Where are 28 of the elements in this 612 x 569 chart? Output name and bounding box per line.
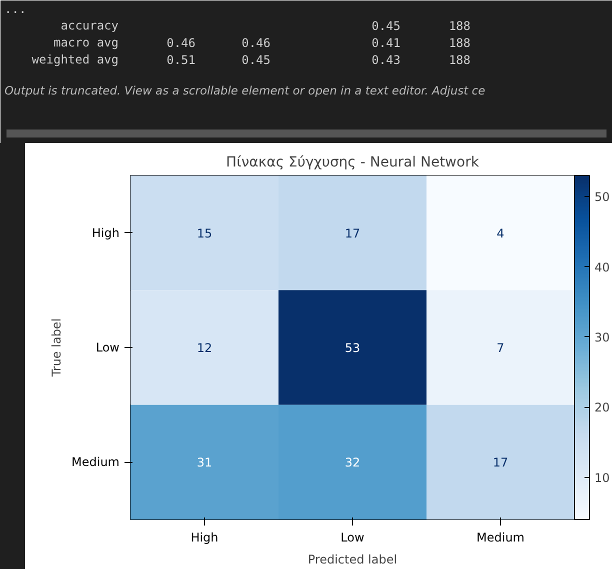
x-axis-title: Predicted label bbox=[308, 552, 398, 566]
data-label: 12 bbox=[196, 341, 212, 355]
color-bar-label: 10 bbox=[594, 470, 610, 485]
text: ... bbox=[4, 2, 26, 16]
data-label: 53 bbox=[344, 341, 360, 355]
text: weighted avg 0.51 0.45 0.43 188 bbox=[32, 52, 471, 67]
color-bar-label: 30 bbox=[594, 330, 610, 344]
y-tick-label: High bbox=[92, 226, 120, 240]
text: macro avg 0.46 0.46 0.41 188 bbox=[53, 36, 471, 50]
data-label: 31 bbox=[196, 456, 212, 470]
data-label: 17 bbox=[492, 456, 508, 470]
x-tick-label: Low bbox=[340, 530, 364, 544]
text: Output is truncated. View as a scrollable element or open in a text editor. Adjust ce bbox=[4, 84, 486, 98]
data-label: 17 bbox=[344, 226, 360, 240]
y-tick-label: Medium bbox=[72, 455, 120, 470]
color-bar-label: 20 bbox=[594, 400, 610, 415]
x-tick-label: High bbox=[190, 530, 218, 544]
y-tick-label: Low bbox=[96, 340, 120, 354]
y-axis-title: True label bbox=[50, 318, 64, 378]
text: accuracy 0.45 188 bbox=[60, 18, 471, 33]
data-label: 7 bbox=[496, 341, 504, 355]
data-label: 4 bbox=[496, 226, 504, 240]
data-label: 32 bbox=[344, 456, 360, 470]
data-label: 15 bbox=[196, 226, 212, 240]
color-bar-label: 50 bbox=[594, 190, 610, 204]
color-bar-label: 40 bbox=[594, 260, 610, 274]
chart-title: Πίνακας Σύγχυσης - Neural Network bbox=[226, 154, 480, 170]
x-tick-label: Medium bbox=[476, 530, 524, 544]
